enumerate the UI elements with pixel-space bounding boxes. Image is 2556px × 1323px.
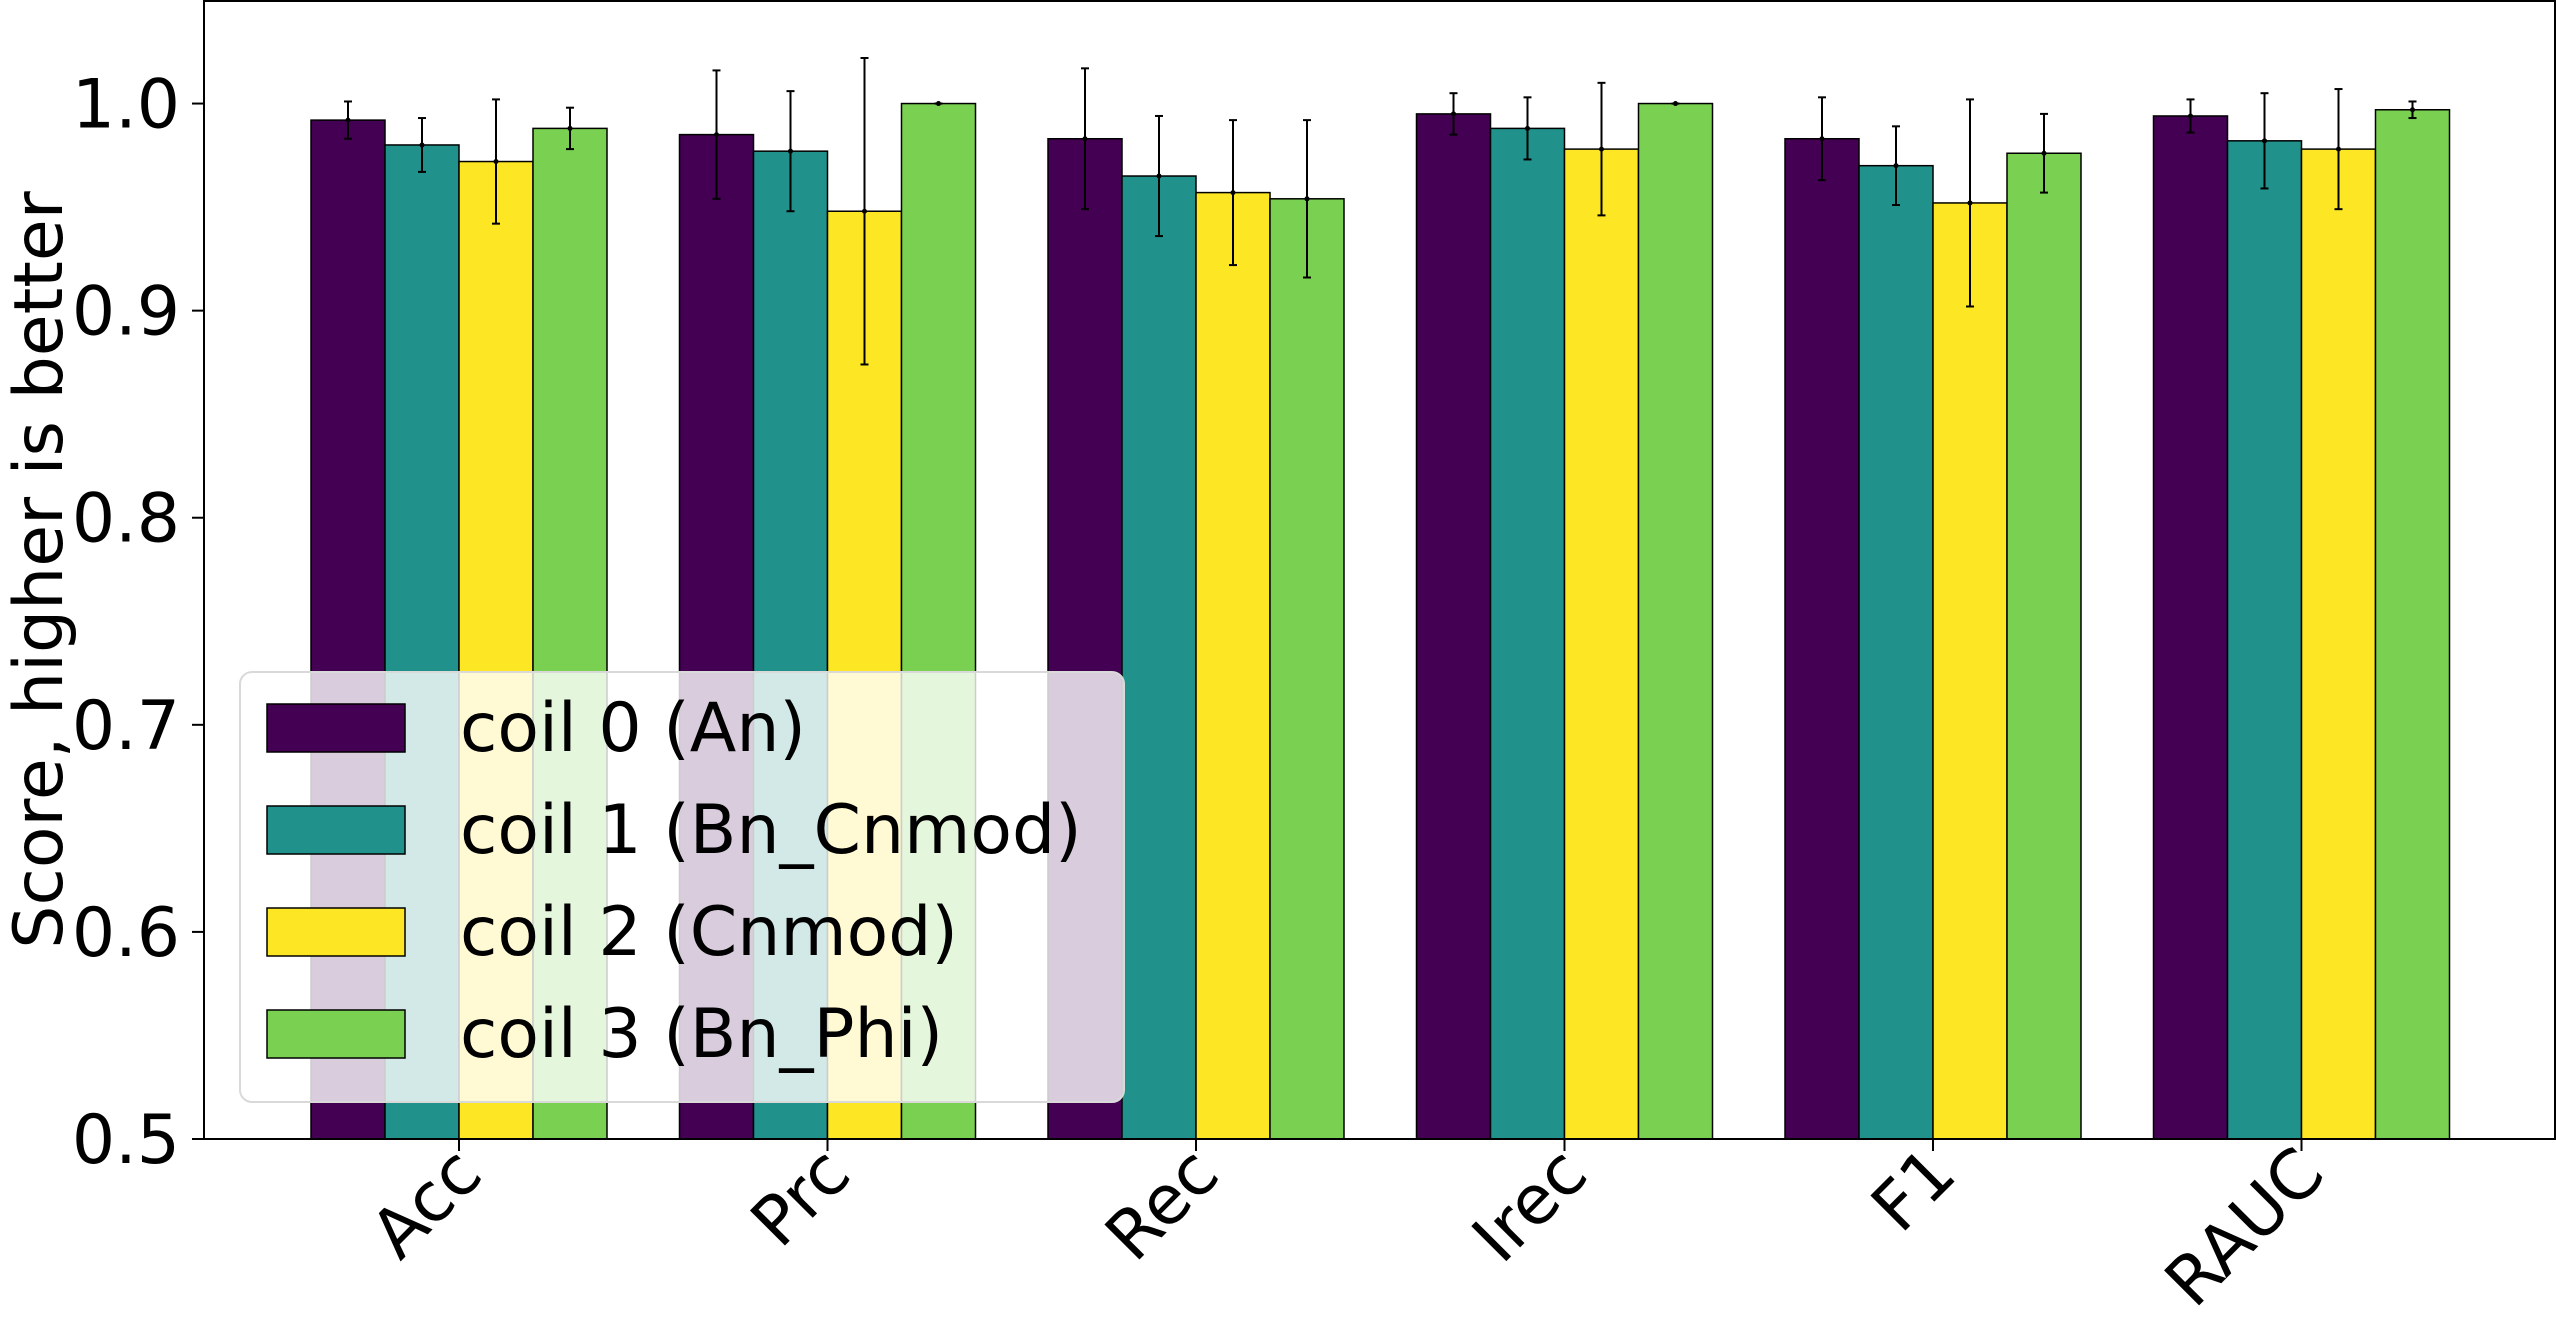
plot-frame xyxy=(203,0,2556,1140)
error-bar xyxy=(786,90,795,213)
bar xyxy=(1637,102,1714,1140)
bar xyxy=(1858,164,1934,1140)
error-bar xyxy=(1966,98,1974,308)
x-tick-label: Acc xyxy=(356,1133,497,1274)
y-tick-label: 1.0 xyxy=(72,66,180,145)
y-tick-label: 0.5 xyxy=(72,1101,180,1180)
legend-label: coil 1 (Bn_Cnmod) xyxy=(460,791,1082,870)
error-bar xyxy=(2260,92,2269,190)
bar xyxy=(1269,198,1345,1140)
bar xyxy=(1195,191,1271,1140)
x-tick-label: F1 xyxy=(1857,1133,1971,1247)
error-bar xyxy=(1818,96,1826,182)
bar xyxy=(1489,127,1566,1140)
error-bar xyxy=(1449,92,1458,136)
legend-swatch xyxy=(266,1009,406,1059)
bar xyxy=(1415,113,1492,1140)
error-bar xyxy=(934,101,943,107)
y-tick-label: 0.9 xyxy=(72,273,180,352)
error-bar xyxy=(2334,88,2343,211)
error-bar xyxy=(2186,98,2195,134)
error-bar xyxy=(1523,96,1532,161)
x-tick-label: Irec xyxy=(1458,1133,1603,1278)
x-tick-label: Prc xyxy=(736,1133,865,1262)
error-bar xyxy=(492,98,500,225)
error-bar xyxy=(2408,100,2417,120)
bar xyxy=(1784,138,1860,1140)
bar xyxy=(2300,148,2377,1140)
error-bar xyxy=(418,117,426,173)
bar xyxy=(2374,109,2451,1140)
error-bar xyxy=(860,56,869,366)
y-tick-label: 0.7 xyxy=(72,687,180,766)
error-bar xyxy=(712,69,721,200)
error-bar xyxy=(1081,67,1089,211)
error-bar xyxy=(1229,119,1237,267)
legend-label: coil 0 (An) xyxy=(460,689,806,768)
legend-label: coil 3 (Bn_Phi) xyxy=(460,995,943,1074)
bar xyxy=(1563,148,1640,1140)
legend-swatch xyxy=(266,907,406,957)
bar xyxy=(2226,140,2303,1140)
error-bar xyxy=(1303,119,1311,279)
x-tick-label: Rec xyxy=(1091,1133,1234,1276)
error-bar xyxy=(1671,101,1680,107)
y-tick-label: 0.6 xyxy=(72,894,180,973)
legend-box xyxy=(239,671,1125,1103)
error-bar xyxy=(344,100,352,140)
legend-label: coil 2 (Cnmod) xyxy=(460,893,958,972)
error-bar xyxy=(566,106,574,151)
error-bar xyxy=(1597,81,1606,217)
legend: coil 0 (An) coil 1 (Bn_Cnmod)coil 2 (Cnmo… xyxy=(239,671,1125,1103)
y-tick-label: 0.8 xyxy=(72,480,180,559)
y-axis-label: Score, higher is better xyxy=(0,191,79,948)
error-bars-layer xyxy=(344,56,2417,366)
error-bar xyxy=(1892,125,1900,207)
legend-swatch xyxy=(266,703,406,753)
bar xyxy=(1121,175,1197,1140)
bar xyxy=(2152,115,2229,1140)
bar xyxy=(1932,202,2008,1140)
x-tick-label: RAUC xyxy=(2151,1133,2340,1322)
legend-swatch xyxy=(266,805,406,855)
error-bar xyxy=(1155,114,1163,238)
error-bar xyxy=(2040,112,2048,194)
bar xyxy=(2006,152,2082,1140)
